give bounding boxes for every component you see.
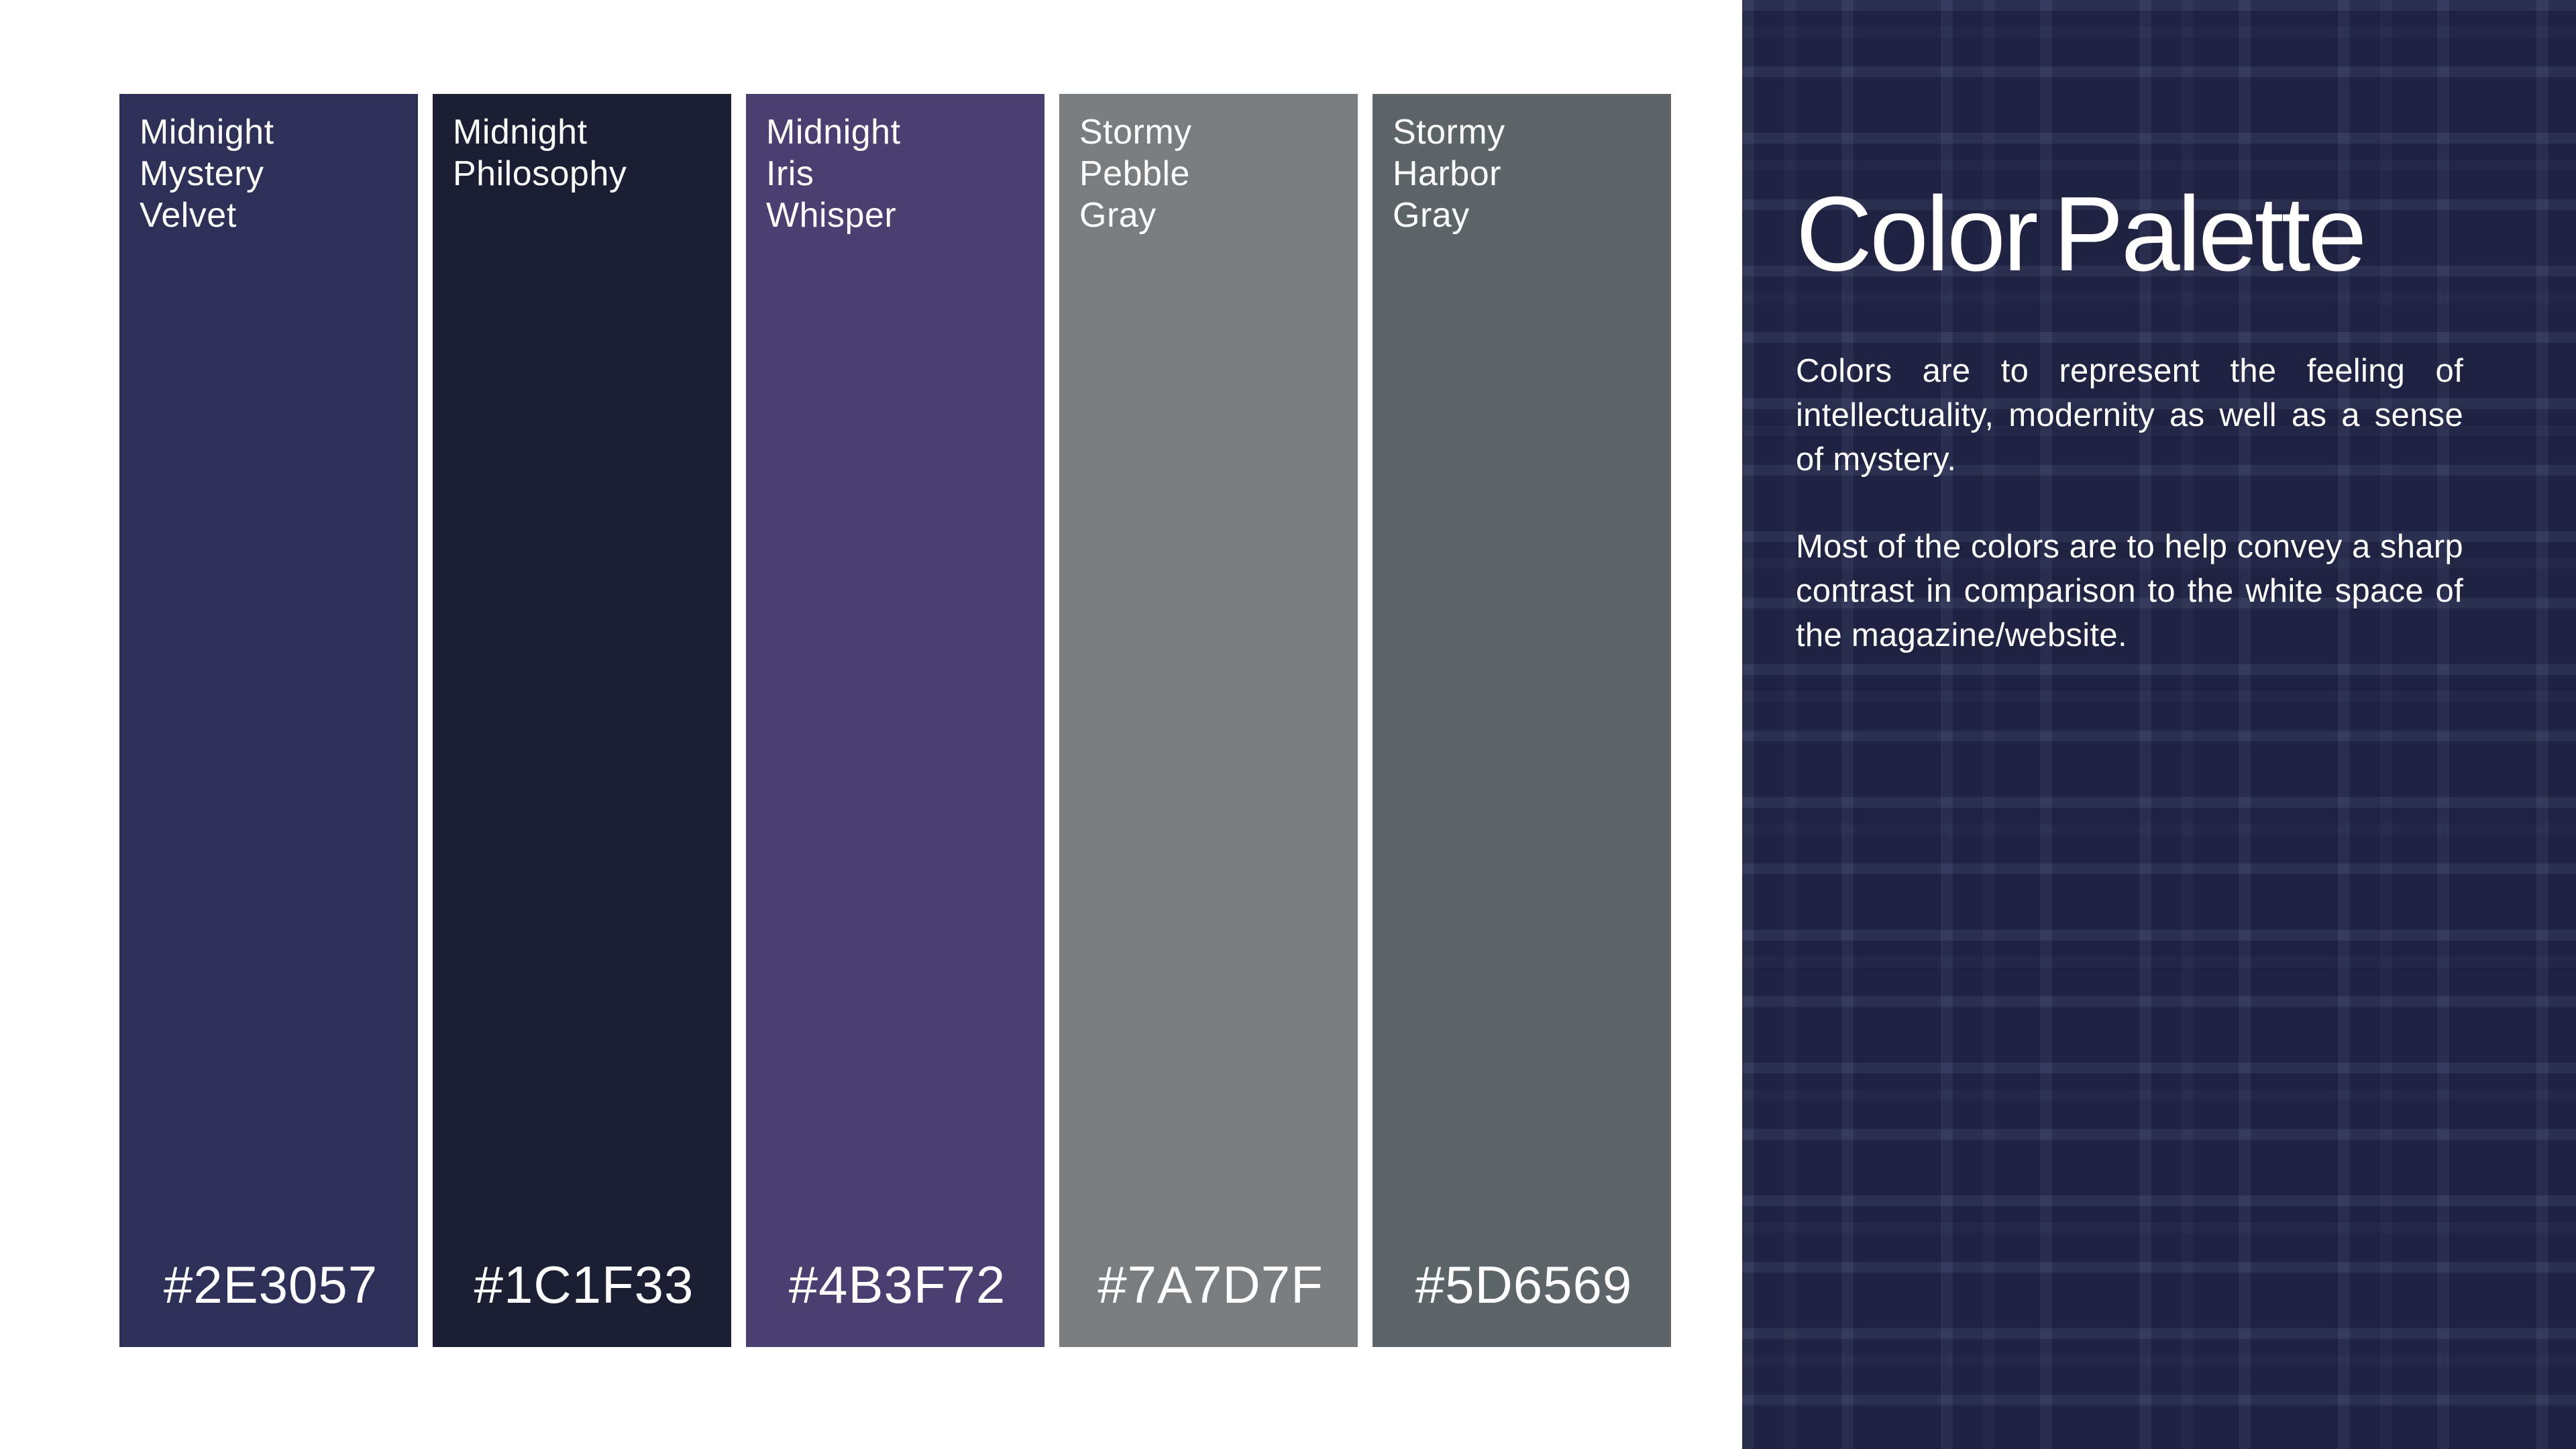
swatch-name: Stormy Pebble Gray — [1079, 113, 1192, 235]
swatch-hex-code: #5D6569 — [1415, 1255, 1633, 1314]
swatch-name: Stormy Harbor Gray — [1393, 113, 1505, 235]
swatch-hex-code: #2E3057 — [163, 1255, 378, 1314]
color-swatch-midnight-iris-whisper: Midnight Iris Whisper #4B3F72 — [746, 94, 1044, 1347]
palette-board: Midnight Mystery Velvet #2E3057 Midnight Ph… — [119, 94, 1671, 1347]
color-swatch-midnight-philosophy: Midnight Philosophy #1C1F33 — [433, 94, 731, 1347]
palette-description-intro: Colors are to represent the feeling of i… — [1796, 353, 2463, 478]
swatch-hex-code: #7A7D7F — [1097, 1255, 1324, 1314]
info-panel: Color Palette Colors are to represent th… — [1742, 0, 2576, 1449]
swatch-hex-code: #1C1F33 — [474, 1255, 694, 1314]
panel-title: Color Palette — [1796, 175, 2367, 293]
color-swatch-stormy-harbor-gray: Stormy Harbor Gray #5D6569 — [1373, 94, 1671, 1347]
swatch-name: Midnight Mystery Velvet — [140, 113, 274, 235]
color-swatch-midnight-mystery-velvet: Midnight Mystery Velvet #2E3057 — [119, 94, 418, 1347]
swatch-name: Midnight Iris Whisper — [766, 113, 901, 235]
swatch-name: Midnight Philosophy — [453, 113, 627, 193]
swatch-hex-code: #4B3F72 — [788, 1255, 1006, 1314]
palette-description-contrast: Most of the colors are to help convey a … — [1796, 529, 2463, 653]
color-swatch-stormy-pebble-gray: Stormy Pebble Gray #7A7D7F — [1059, 94, 1358, 1347]
